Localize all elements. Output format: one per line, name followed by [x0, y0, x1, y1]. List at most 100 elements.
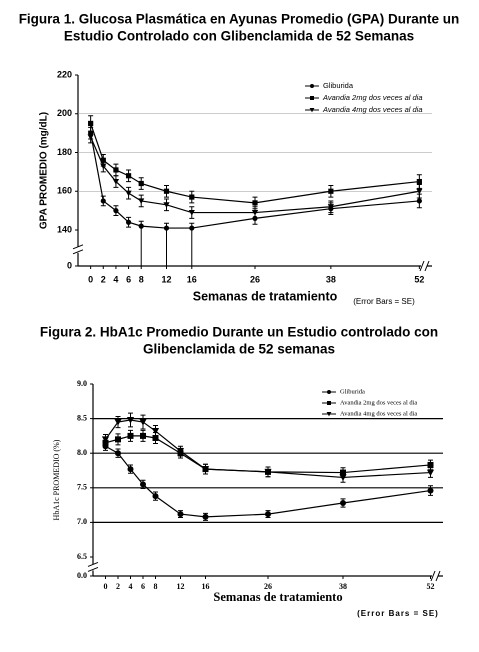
marker [163, 225, 170, 231]
marker [114, 419, 122, 426]
marker [264, 468, 272, 476]
marker [327, 204, 334, 210]
marker [426, 469, 435, 477]
error-bar [138, 220, 144, 267]
marker [188, 209, 195, 216]
axis-break [432, 572, 438, 580]
y-tick-label: 200 [57, 108, 72, 118]
marker [427, 487, 434, 494]
y-tick-label: 8.5 [77, 413, 87, 422]
marker [140, 481, 146, 488]
y-tick-label: 0 [67, 260, 72, 270]
x-tick-label: 2 [101, 274, 106, 284]
marker [125, 219, 132, 225]
y-tick-label: 140 [57, 224, 72, 234]
marker [126, 416, 135, 424]
chart-title: Glibenclamida de 52 semanas [143, 342, 335, 357]
legend-label: Gliburida [323, 81, 354, 90]
marker [189, 194, 195, 200]
chart-title: Figura 1. Glucosa Plasmática en Ayunas P… [19, 12, 460, 27]
y-tick-label: 8.0 [77, 448, 87, 457]
x-tick-label: 8 [154, 582, 158, 591]
marker [101, 436, 110, 443]
marker [127, 466, 134, 473]
legend-label: Avandia 4mg dos veces al dia [322, 105, 423, 114]
series-line [90, 133, 420, 229]
legend-label: Avandia 2mg dos veces al dia [340, 399, 417, 406]
marker [151, 428, 160, 435]
marker [310, 84, 314, 88]
x-tick-label: 26 [250, 274, 260, 284]
y-axis-label: GPA PROMEDIO (mg/dL) [39, 112, 50, 229]
marker [326, 412, 332, 417]
axis-break [87, 561, 99, 572]
marker [265, 511, 271, 518]
chart-title: Estudio Controlado con Glibenclamida de … [64, 29, 414, 44]
chart: Figura 1. Glucosa Plasmática en Ayunas P… [19, 12, 460, 307]
series-line [90, 136, 420, 214]
y-tick-label: 0.0 [77, 571, 87, 580]
axis-break [89, 564, 97, 571]
note: (Error Bars = SE) [357, 609, 439, 618]
y-tick-label: 160 [57, 186, 72, 196]
marker [339, 474, 347, 482]
axis-break [421, 262, 427, 270]
marker [113, 167, 119, 173]
marker [163, 202, 170, 208]
marker [152, 434, 159, 441]
x-tick-label: 52 [427, 582, 435, 591]
legend-label: Avandia 2mg dos veces al dia [322, 93, 423, 102]
y-tick-label: 220 [57, 69, 72, 79]
x-tick-label: 0 [88, 274, 93, 284]
marker [125, 190, 132, 197]
x-tick-label: 0 [104, 582, 108, 591]
marker [138, 223, 144, 229]
x-tick-label: 52 [414, 274, 424, 284]
axis-break [72, 244, 84, 255]
marker [252, 200, 258, 206]
marker [139, 419, 147, 426]
x-tick-label: 38 [339, 582, 347, 591]
marker [140, 432, 146, 439]
marker [309, 108, 315, 113]
marker [328, 188, 334, 194]
marker [125, 173, 132, 179]
marker [138, 180, 144, 187]
legend-label: Avandia 4mg dos veces al dia [340, 410, 417, 417]
chart: Figura 2. HbA1c Promedio Durante un Estu… [40, 325, 443, 618]
y-tick-label: 7.5 [77, 483, 87, 492]
marker [327, 401, 331, 405]
y-axis-label: HbA1c PROMEDIO (%) [52, 439, 61, 520]
y-tick-label: 7.0 [77, 517, 87, 526]
marker [112, 178, 120, 185]
x-tick-label: 12 [161, 274, 171, 284]
marker [115, 450, 121, 457]
marker [87, 134, 94, 141]
marker [113, 208, 119, 214]
series-line [105, 445, 431, 518]
x-tick-label: 12 [177, 582, 185, 591]
marker [202, 513, 209, 520]
x-tick-label: 6 [141, 582, 145, 591]
marker [340, 500, 346, 507]
axis-break [74, 246, 82, 253]
marker [163, 188, 170, 194]
axis-break [430, 570, 441, 582]
note: (Error Bars = SE) [353, 297, 415, 306]
marker [416, 178, 422, 185]
x-tick-label: 38 [326, 274, 336, 284]
legend-label: Gliburida [340, 388, 365, 395]
x-tick-label: 26 [264, 582, 272, 591]
x-tick-label: 4 [113, 274, 118, 284]
marker [201, 466, 210, 473]
marker [189, 225, 195, 231]
series-line [105, 419, 431, 479]
y-tick-label: 6.5 [77, 552, 87, 561]
marker [416, 198, 422, 204]
x-tick-label: 4 [129, 582, 133, 591]
x-tick-label: 2 [116, 582, 120, 591]
marker [427, 461, 434, 468]
marker [152, 493, 159, 500]
marker [100, 198, 106, 204]
marker [310, 96, 314, 100]
